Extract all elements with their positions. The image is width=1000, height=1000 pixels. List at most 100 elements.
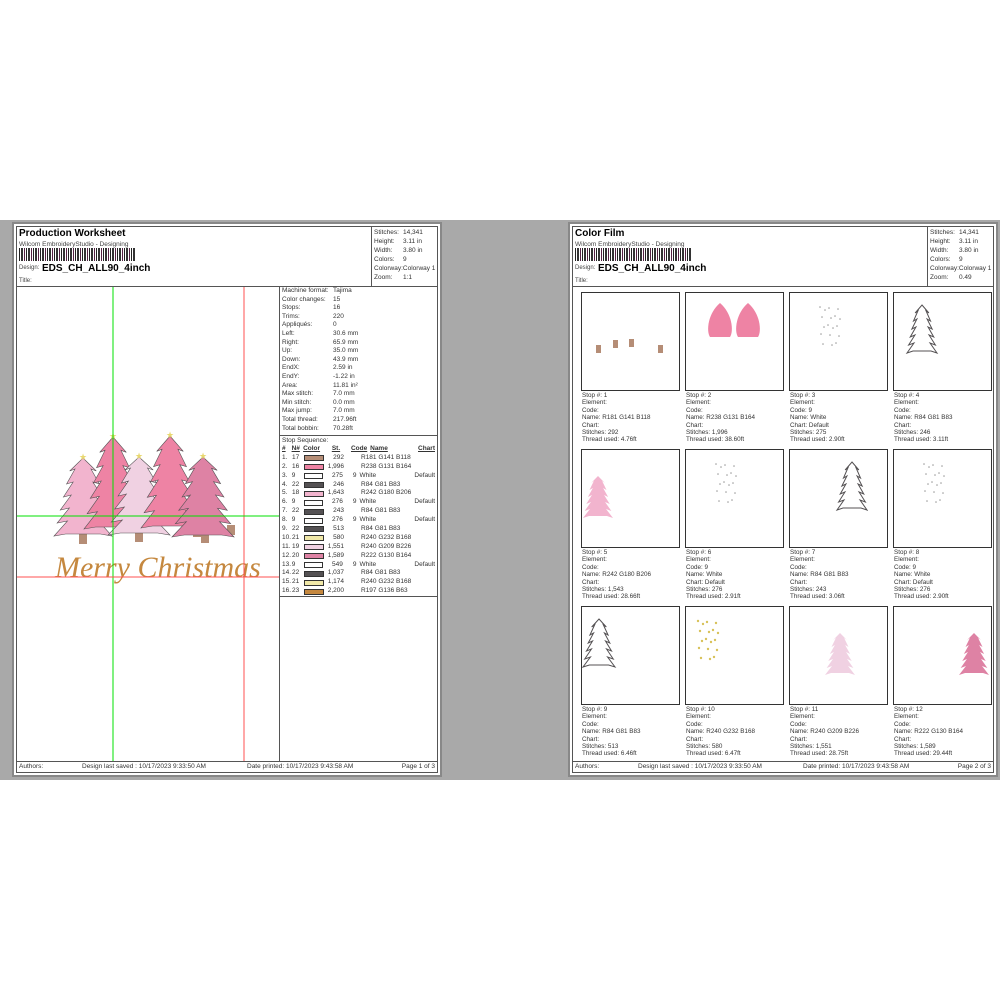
color-swatch xyxy=(304,544,324,551)
page-footer: Authors: Design last saved : 10/17/2023 … xyxy=(573,761,993,772)
info-row: Appliqués: 0 xyxy=(280,321,437,330)
stop-index: 12. xyxy=(282,551,292,559)
stitch-dot xyxy=(829,334,831,336)
stitch-dot xyxy=(819,306,821,308)
software-name: Wilcom EmbroideryStudio - Designing xyxy=(575,241,685,248)
stitch-count: 2,200 xyxy=(327,587,344,595)
color-film-thumbnail[interactable] xyxy=(789,292,888,391)
color-film-thumbnail[interactable] xyxy=(789,606,888,705)
thread-code: 9 xyxy=(352,516,357,524)
stat-label: Colors: xyxy=(930,256,951,263)
needle-number: 22 xyxy=(292,507,300,515)
info-value: 7.0 mm xyxy=(333,390,355,398)
stitch-dot xyxy=(726,474,728,476)
table-row: 11. 19 1,551 R240 G209 B226 xyxy=(282,543,435,552)
tree-trunk xyxy=(227,525,235,535)
color-swatch xyxy=(303,473,324,480)
caption-name: Name: R84 G81 B83 xyxy=(790,571,849,579)
stop-index: 6. xyxy=(282,498,288,506)
color-film-thumbnail[interactable] xyxy=(893,449,992,548)
caption-name: Name: White xyxy=(686,571,723,579)
info-row: Color changes: 15 xyxy=(280,296,437,305)
design-info-panel: Machine format: Tajima Color changes: 15 Sto… xyxy=(279,287,437,761)
stitch-dot xyxy=(834,315,836,317)
color-film-thumbnail[interactable] xyxy=(581,449,680,548)
info-label: Min stitch: xyxy=(282,398,312,406)
info-label: Color changes: xyxy=(282,295,326,303)
caption-element: Element: xyxy=(582,399,607,407)
stop-index: 11. xyxy=(282,542,291,550)
info-value: 217.96ft xyxy=(333,415,357,423)
color-film-thumbnail[interactable] xyxy=(893,292,992,391)
caption-stop: Stop #: 1 xyxy=(582,392,608,399)
stitch-dot xyxy=(708,657,712,661)
caption-element: Element: xyxy=(686,713,711,721)
software-name: Wilcom EmbroideryStudio - Designing xyxy=(19,241,129,248)
design-name: EDS_CH_ALL90_4inch xyxy=(42,263,151,274)
stat-value: 3.80 in xyxy=(959,247,979,254)
color-film-thumbnail[interactable] xyxy=(685,606,784,705)
info-row: Left: 30.6 mm xyxy=(280,330,437,339)
stop-sequence-table: Stop Sequence: # N# Color St. Code Name … xyxy=(280,435,437,597)
stitch-dot xyxy=(698,629,702,633)
page-title: Production Worksheet xyxy=(19,228,126,239)
stitch-count: 1,589 xyxy=(327,551,344,559)
film-caption: Stop #: 4 Element: Code: Name: R84 G81 B83 C… xyxy=(894,392,994,444)
film-caption: Stop #: 6 Element: Code: 9 Name: White Chart… xyxy=(686,549,786,601)
thread-code: 9 xyxy=(352,471,357,479)
info-value: -1.22 in xyxy=(333,372,355,380)
stitch-dot xyxy=(943,475,945,477)
thread-name: White xyxy=(359,471,377,479)
caption-stop: Stop #: 3 xyxy=(790,392,816,399)
color-film-thumbnail[interactable] xyxy=(581,606,680,705)
color-film-thumbnail[interactable] xyxy=(685,292,784,391)
film-caption: Stop #: 10 Element: Code: Name: R240 G232 B… xyxy=(686,706,786,758)
thread-name: R84 G81 B83 xyxy=(361,569,401,577)
film-caption: Stop #: 9 Element: Code: Name: R84 G81 B83 C… xyxy=(582,706,682,758)
stitch-dot xyxy=(828,307,830,309)
stitch-dot xyxy=(835,342,837,344)
caption-element: Element: xyxy=(686,399,711,407)
table-row: 5. 18 1,643 R242 G180 B206 xyxy=(282,489,435,498)
needle-number: 19 xyxy=(292,542,300,550)
caption-chart: Chart: xyxy=(582,578,600,586)
color-film-thumbnail[interactable] xyxy=(789,449,888,548)
needle-number: 22 xyxy=(292,525,300,533)
color-swatch xyxy=(304,508,324,515)
stitch-dot xyxy=(697,646,701,650)
caption-chart: Chart: xyxy=(582,421,600,429)
info-value: 35.0 mm xyxy=(333,347,359,355)
caption-element: Element: xyxy=(582,556,607,564)
caption-chart: Chart: xyxy=(894,421,912,429)
color-swatch xyxy=(304,482,324,488)
caption-thread: Thread used: 29.44ft xyxy=(894,750,953,758)
stat-value: 14,341 xyxy=(403,229,423,236)
color-film-thumbnail[interactable] xyxy=(893,606,992,705)
authors-label: Authors: xyxy=(19,763,44,770)
info-value: 16 xyxy=(333,304,341,312)
trunk-mark xyxy=(629,339,634,347)
stitch-dot xyxy=(935,501,937,503)
color-swatch xyxy=(304,579,324,586)
col-header: Name xyxy=(370,445,388,452)
color-film-thumbnail[interactable] xyxy=(685,449,784,548)
caption-stop: Stop #: 8 xyxy=(894,549,920,556)
caption-element: Element: xyxy=(894,556,919,564)
stop-sequence-title: Stop Sequence: xyxy=(282,437,329,444)
info-label: Max jump: xyxy=(282,407,312,415)
caption-code: Code: xyxy=(686,406,703,414)
stitch-dot xyxy=(838,335,840,337)
needle-number: 18 xyxy=(292,489,300,497)
stat-label: Zoom: xyxy=(374,274,393,281)
info-value: 11.81 in² xyxy=(333,381,358,389)
caption-stop: Stop #: 12 xyxy=(894,706,923,713)
info-value: 70.28ft xyxy=(333,424,353,432)
color-film-thumbnail[interactable] xyxy=(581,292,680,391)
info-value: 30.6 mm xyxy=(333,329,359,337)
table-row: 13. 9 549 9 White Default xyxy=(282,561,435,570)
info-value: Tajima xyxy=(333,287,352,294)
stat-value: Colorway 1 xyxy=(402,265,436,272)
caption-name: Name: R238 G131 B164 xyxy=(686,414,755,422)
stop-index: 13. xyxy=(282,560,292,568)
stitch-dot xyxy=(701,622,705,626)
